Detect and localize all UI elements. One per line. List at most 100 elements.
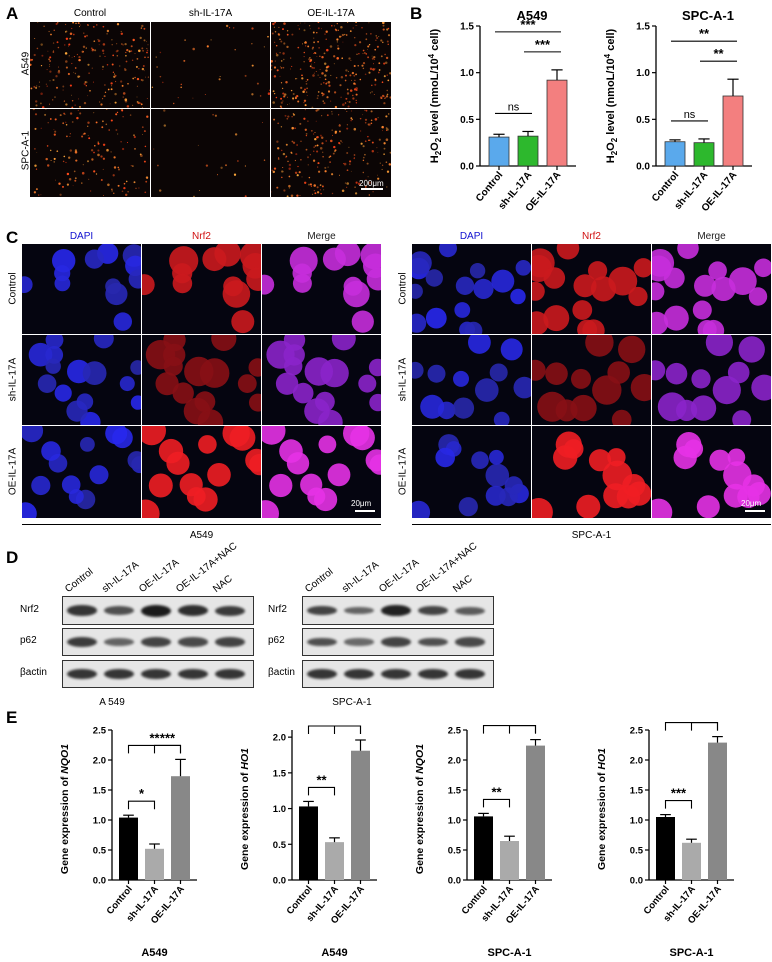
- y-tick-label: 2.5: [93, 726, 107, 737]
- speckle: [301, 74, 303, 77]
- speckle: [285, 143, 288, 146]
- sig-label: ****: [499, 720, 520, 726]
- panel-c-cells: [652, 244, 771, 334]
- speckle: [288, 175, 291, 178]
- speckle: [368, 22, 370, 24]
- y-tick-label: 0.0: [448, 876, 461, 887]
- speckle: [137, 102, 139, 105]
- cell: [455, 276, 475, 295]
- speckle: [65, 66, 68, 69]
- speckle: [321, 72, 324, 75]
- speckle: [193, 195, 195, 197]
- speckle: [50, 33, 52, 36]
- cell: [80, 437, 95, 452]
- speckle: [353, 64, 356, 68]
- speckle: [145, 76, 147, 78]
- speckle: [88, 178, 90, 180]
- speckle: [316, 32, 318, 34]
- cell: [331, 335, 356, 351]
- cell: [673, 445, 697, 470]
- cell: [45, 358, 61, 374]
- speckle: [141, 47, 144, 50]
- speckle: [362, 67, 365, 70]
- speckle: [77, 109, 79, 111]
- sig-label: ***: [160, 730, 176, 745]
- y-axis-label: Gene expression of HO1: [239, 748, 251, 870]
- speckle: [313, 41, 316, 44]
- speckle: [370, 33, 372, 35]
- x-axis-label: A549: [141, 947, 167, 959]
- speckle: [280, 101, 283, 104]
- speckle: [163, 124, 167, 127]
- speckle: [375, 35, 377, 37]
- speckle: [378, 138, 381, 141]
- speckle: [113, 156, 116, 159]
- speckle: [374, 118, 378, 121]
- bar-sh-IL-17A: [693, 142, 715, 167]
- speckle: [126, 141, 129, 144]
- band: [104, 638, 134, 646]
- speckle: [362, 171, 365, 174]
- speckle: [389, 72, 391, 75]
- cell: [322, 247, 346, 271]
- speckle: [297, 46, 300, 49]
- speckle: [199, 190, 201, 191]
- speckle: [316, 186, 319, 189]
- cell: [54, 384, 72, 402]
- speckle: [99, 55, 101, 57]
- cell: [677, 244, 699, 259]
- speckle: [286, 195, 289, 197]
- speckle: [234, 48, 236, 51]
- speckle: [91, 67, 93, 69]
- speckle: [62, 160, 65, 163]
- cell: [84, 249, 104, 269]
- speckle: [303, 29, 306, 32]
- speckle: [331, 192, 334, 195]
- speckle: [87, 121, 90, 124]
- panel-a-image-0-0: [30, 22, 150, 108]
- speckle: [296, 144, 298, 146]
- speckle: [277, 158, 280, 160]
- speckle: [233, 173, 237, 176]
- speckle: [136, 100, 139, 103]
- speckle: [68, 177, 72, 181]
- speckle: [146, 51, 148, 54]
- panel-d-blot-Nrf2: [302, 596, 494, 625]
- bar-Control: [488, 136, 510, 167]
- x-axis-label: SPC-A-1: [487, 947, 531, 959]
- cell: [705, 335, 733, 357]
- panel-c-scale-bar: [745, 510, 765, 512]
- speckle: [305, 83, 308, 85]
- band: [67, 668, 97, 680]
- cell: [532, 498, 553, 518]
- speckle: [68, 45, 70, 47]
- speckle: [69, 32, 73, 36]
- speckle: [288, 167, 291, 171]
- cell: [172, 382, 194, 404]
- speckle: [319, 55, 321, 57]
- speckle: [292, 141, 296, 144]
- speckle: [305, 133, 308, 135]
- bar-OE-IL-17A: [722, 95, 744, 167]
- speckle: [355, 25, 357, 26]
- panel-label-d: D: [6, 548, 19, 567]
- sig-label: ****: [512, 720, 533, 726]
- speckle: [123, 186, 126, 190]
- panel-c-row-label: OE-IL-17A: [7, 447, 19, 496]
- speckle: [336, 57, 339, 60]
- band: [215, 637, 245, 647]
- speckle: [386, 170, 390, 173]
- speckle: [319, 134, 322, 137]
- speckle: [38, 85, 41, 88]
- speckle: [383, 102, 386, 105]
- cell: [82, 361, 107, 385]
- cell: [207, 463, 231, 487]
- speckle: [63, 112, 66, 115]
- y-tick-label: 1.0: [636, 68, 650, 79]
- speckle: [272, 170, 276, 174]
- speckle: [311, 47, 314, 50]
- speckle: [53, 161, 55, 163]
- speckle: [300, 22, 302, 24]
- speckle: [143, 70, 145, 72]
- panel-d-lane-label: OE-IL-17A+NAC: [414, 540, 480, 595]
